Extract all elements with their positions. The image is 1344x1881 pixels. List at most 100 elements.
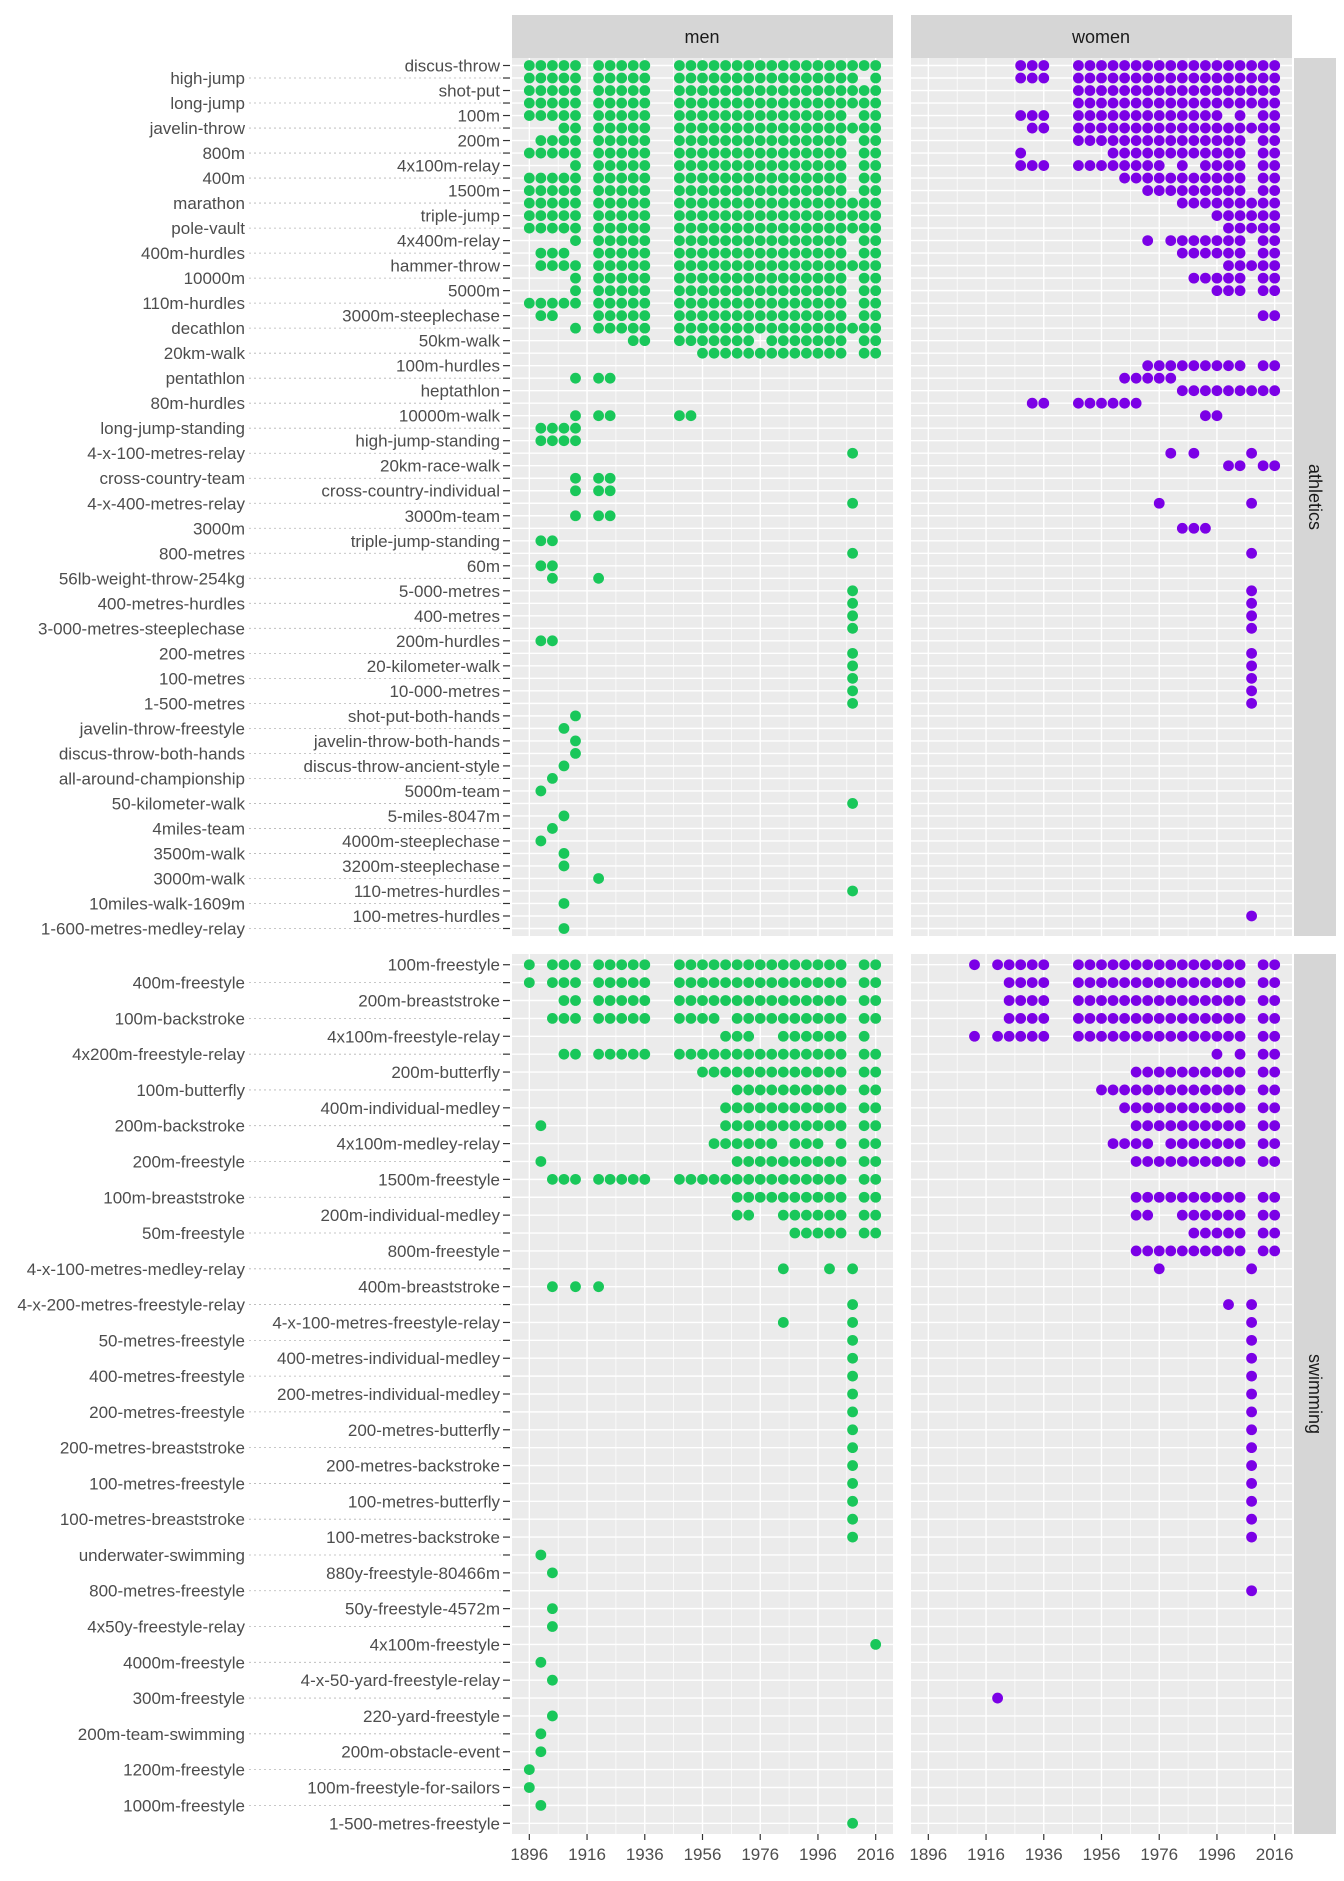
data-point-men — [824, 1030, 835, 1042]
data-point-women — [1223, 959, 1234, 971]
data-point-men — [593, 959, 604, 971]
data-point-men — [570, 222, 581, 234]
data-point-women — [1269, 1245, 1281, 1257]
x-tick-label: 1956 — [1083, 1845, 1121, 1864]
data-point-women — [1246, 1388, 1257, 1400]
data-point-women — [1234, 1156, 1246, 1167]
y-tick-label: 4-x-100-metres-freestyle-relay — [272, 1313, 500, 1332]
data-point-women — [1153, 1084, 1165, 1096]
data-point-men — [777, 1173, 789, 1185]
data-point-men — [535, 1656, 547, 1668]
data-point-women — [1073, 977, 1084, 989]
data-point-men — [604, 977, 616, 989]
data-point-men — [708, 310, 720, 322]
data-point-men — [812, 222, 824, 234]
data-point-men — [743, 1173, 755, 1185]
data-point-men — [627, 1173, 639, 1185]
data-point-women — [1269, 1138, 1281, 1149]
data-point-men — [789, 347, 801, 359]
data-point-men — [824, 347, 835, 359]
data-point-men — [801, 347, 812, 359]
data-point-women — [1176, 1120, 1188, 1132]
data-point-women — [992, 1692, 1003, 1704]
data-point-men — [674, 197, 685, 209]
data-point-women — [1211, 210, 1223, 221]
data-point-men — [685, 1012, 697, 1024]
data-point-men — [674, 272, 685, 284]
data-point-women — [1257, 1120, 1269, 1132]
data-point-men — [777, 110, 789, 121]
data-point-men — [604, 1012, 616, 1024]
data-point-men — [743, 235, 755, 247]
data-point-men — [535, 1120, 547, 1132]
data-point-women — [1223, 1245, 1234, 1257]
data-point-men — [570, 410, 581, 422]
data-point-women — [1257, 385, 1269, 397]
data-point-women — [1038, 1012, 1050, 1024]
data-point-men — [570, 372, 581, 384]
data-point-women — [1142, 1209, 1154, 1221]
data-point-men — [766, 1138, 778, 1149]
data-point-men — [558, 760, 570, 772]
data-point-men — [731, 1156, 743, 1167]
data-point-men — [720, 1173, 731, 1185]
data-point-women — [1257, 1030, 1269, 1042]
data-point-men — [685, 285, 697, 297]
data-point-men — [835, 1048, 847, 1060]
data-point-women — [1234, 1030, 1246, 1042]
data-point-women — [1223, 210, 1234, 221]
y-tick-label: 1000m-freestyle — [123, 1796, 245, 1815]
data-point-women — [1257, 110, 1269, 121]
y-tick-label: 50y-freestyle-4572m — [345, 1600, 500, 1619]
data-point-men — [812, 260, 824, 272]
data-point-men — [616, 222, 628, 234]
data-point-men — [801, 185, 812, 196]
data-point-men — [824, 260, 835, 272]
data-point-women — [1188, 977, 1200, 989]
data-point-men — [616, 210, 628, 221]
data-point-women — [1257, 1209, 1269, 1221]
data-point-women — [1176, 60, 1188, 71]
data-point-men — [777, 285, 789, 297]
y-tick-label: 3000m-steeplechase — [342, 307, 500, 326]
y-tick-label: 1-500-metres — [144, 694, 245, 713]
data-point-women — [1257, 1012, 1269, 1024]
data-point-men — [593, 272, 604, 284]
data-point-men — [870, 297, 882, 309]
data-point-men — [720, 122, 731, 134]
data-point-women — [1107, 147, 1119, 159]
data-point-women — [1257, 185, 1269, 196]
data-point-men — [697, 72, 708, 84]
data-point-women — [1223, 185, 1234, 196]
data-point-men — [743, 72, 755, 84]
y-tick-label: 800m-freestyle — [388, 1242, 500, 1261]
data-point-men — [789, 97, 801, 109]
data-point-women — [1130, 1245, 1142, 1257]
y-tick-label: 100m — [457, 107, 500, 126]
data-point-women — [1176, 1066, 1188, 1078]
data-point-women — [1096, 60, 1107, 71]
data-point-women — [1246, 497, 1257, 509]
y-tick-label: 1500m — [448, 182, 500, 201]
data-point-men — [616, 247, 628, 259]
data-point-men — [824, 977, 835, 989]
data-point-men — [870, 97, 882, 109]
data-point-women — [1084, 995, 1096, 1006]
data-point-men — [824, 172, 835, 184]
data-point-men — [835, 1227, 847, 1239]
data-point-men — [812, 85, 824, 96]
data-point-men — [558, 995, 570, 1006]
data-point-men — [708, 97, 720, 109]
data-point-men — [674, 297, 685, 309]
data-point-men — [558, 1173, 570, 1185]
data-point-women — [1165, 185, 1177, 196]
data-point-men — [720, 110, 731, 121]
data-point-women — [1153, 147, 1165, 159]
data-point-men — [824, 297, 835, 309]
data-point-women — [1165, 372, 1177, 384]
data-point-men — [720, 959, 731, 971]
y-tick-label: 200-metres-breaststroke — [60, 1439, 245, 1458]
data-point-men — [708, 135, 720, 146]
data-point-men — [743, 1156, 755, 1167]
data-point-men — [697, 122, 708, 134]
